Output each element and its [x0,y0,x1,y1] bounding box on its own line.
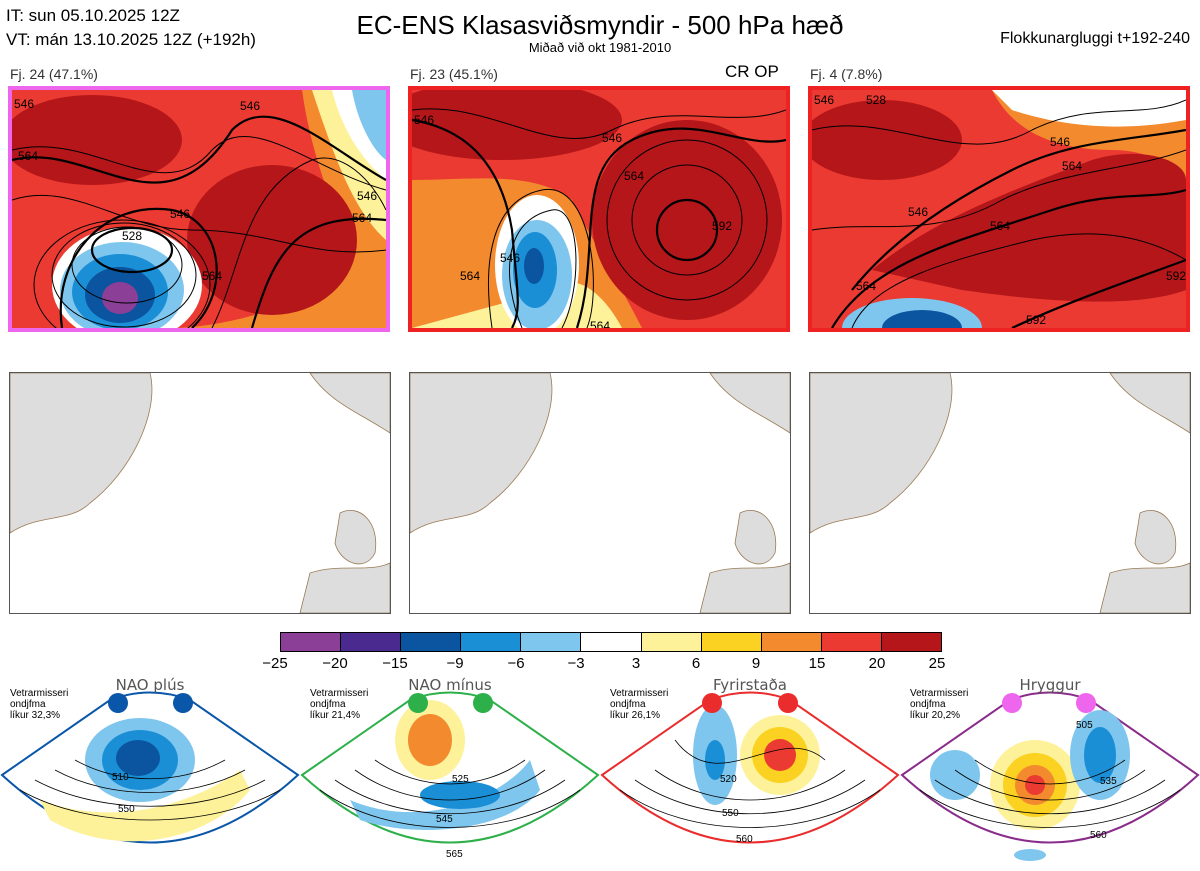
regime-label: 505 [1076,720,1093,731]
cluster-map-3: 528 546 546 564 564 546 564 592 592 [808,86,1190,332]
regime-panel-nao-minus: 525 545 565 NAO mínus Vetrarmisseri ondj… [300,676,600,871]
cluster-label-2: Fj. 23 (45.1%) [410,66,498,82]
contour-label: 546 [170,207,190,221]
colorbar-swatch [341,633,402,651]
regime-label: 565 [446,849,463,860]
regime-label: 535 [1100,776,1117,787]
regime-title: Hryggur [1019,676,1081,694]
contour-label: 546 [240,99,260,113]
cluster-window: Flokkunargluggi t+192-240 [1000,30,1190,47]
regime-info-line: ondjfma [310,699,346,710]
page-title: EC-ENS Klasasviðsmyndir - 500 hPa hæð [356,10,844,40]
contour-label: 528 [122,229,142,243]
regime-info: Vetrarmisseri ondjfma líkur 32,3% [10,688,68,721]
contour-label: 546 [14,97,34,111]
contour-label: 546 [1050,135,1070,149]
land-map-2 [409,372,791,614]
colorbar-tick: −15 [382,655,408,672]
colorbar-tick: −25 [262,655,288,672]
regime-label: 550 [722,808,739,819]
colorbar-swatch [701,633,762,651]
header-times: IT: sun 05.10.2025 12Z VT: mán 13.10.202… [6,4,256,52]
contour-label: 564 [202,269,222,283]
cluster-extra-tag: CR OP [725,62,779,81]
contour-label: 564 [352,211,372,225]
contour-label: 564 [856,279,876,293]
contour-label: 592 [712,219,732,233]
colorbar-tick: 3 [631,655,641,672]
regime-info-line: líkur 26,1% [610,710,661,721]
contour-label: 564 [624,169,644,183]
contour-label: 592 [1026,313,1046,327]
regime-label: 550 [118,804,135,815]
colorbar-tick: 9 [751,655,761,672]
regime-panel-nao-plus: 510 550 NAO plús Vetrarmisseri ondjfma l… [0,676,300,871]
contour-label: 564 [1062,159,1082,173]
contour-label: 546 [814,93,834,107]
land-map-1 [9,372,391,614]
regime-title: NAO plús [115,676,185,694]
regime-info-line: Vetrarmisseri [610,688,669,699]
colorbar-tick: −6 [507,655,525,672]
contour-label: 546 [602,131,622,145]
colorbar-tick: −20 [322,655,348,672]
colorbar-tick: −3 [567,655,585,672]
regime-info-line: líkur 20,2% [910,710,961,721]
regime-info: Vetrarmisseri ondjfma líkur 20,2% [910,688,968,721]
colorbar-tick: 15 [808,655,826,672]
page-subtitle: Miðað við okt 1981-2010 [528,40,672,55]
contour-label: 564 [460,269,480,283]
regime-panel-blocking: 520 550 560 Fyrirstaða Vetrarmisseri ond… [600,676,900,871]
regime-info-line: líkur 32,3% [10,710,61,721]
land-map-3 [809,372,1191,614]
contour-label: 546 [500,251,520,265]
regime-label: 525 [452,774,469,785]
colorbar-tick: 6 [691,655,701,672]
regime-info-line: ondjfma [10,699,46,710]
colorbar-swatch [461,633,522,651]
regime-info-line: Vetrarmisseri [910,688,969,699]
regime-info-line: ondjfma [610,699,646,710]
colorbar-swatch [281,633,342,651]
contour-label: 564 [590,319,610,328]
cluster-label-3: Fj. 4 (7.8%) [810,66,883,82]
contour-label: 546 [414,113,434,127]
regime-info: Vetrarmisseri ondjfma líkur 21,4% [310,688,368,721]
colorbar-swatch [881,633,942,651]
contour-label: 528 [866,93,886,107]
contour-label: 546 [357,189,377,203]
regime-label: 560 [1090,830,1107,841]
colorbar-tick: 20 [868,655,886,672]
cluster-map-1: 546 564 528 546 564 564 546 546 [8,86,390,332]
regime-label: 520 [720,774,737,785]
contour-label: 564 [18,149,38,163]
colorbar-swatch [521,633,582,651]
regime-info-line: líkur 21,4% [310,710,361,721]
regime-panel-ridge: 505 535 560 Hryggur Vetrarmisseri ondjfm… [900,676,1200,871]
colorbar [280,632,942,652]
cluster-label-1: Fj. 24 (47.1%) [10,66,98,82]
contour-label: 564 [990,219,1010,233]
colorbar-swatch [581,633,642,651]
regime-label: 560 [736,834,753,845]
colorbar-swatch [761,633,822,651]
regime-info: Vetrarmisseri ondjfma líkur 26,1% [610,688,668,721]
cluster-map-2: 546 564 546 564 546 564 592 [408,86,790,332]
regime-info-line: Vetrarmisseri [310,688,369,699]
colorbar-tick: −9 [446,655,464,672]
colorbar-tick: 25 [928,655,946,672]
regime-title: Fyrirstaða [713,676,787,694]
regime-info-line: ondjfma [910,699,946,710]
contour-label: 546 [908,205,928,219]
regime-label: 510 [112,772,129,783]
initial-time: IT: sun 05.10.2025 12Z [6,6,180,25]
regime-label: 545 [436,814,453,825]
contour-label: 592 [1166,269,1186,283]
regime-info-line: Vetrarmisseri [10,688,69,699]
regime-title: NAO mínus [408,676,492,694]
colorbar-swatch [641,633,702,651]
colorbar-swatch [401,633,462,651]
valid-time: VT: mán 13.10.2025 12Z (+192h) [6,30,256,49]
colorbar-swatch [821,633,882,651]
